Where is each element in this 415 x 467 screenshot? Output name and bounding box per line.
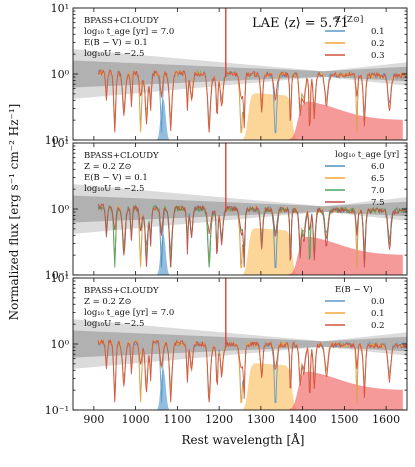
y-tick-label: 10⁻¹ — [45, 134, 69, 147]
annotation-line: log₁₀U = −2.5 — [84, 319, 144, 329]
legend-label-0-1: 0.1 — [371, 309, 385, 319]
legend-label-0-2: 0.2 — [371, 321, 385, 331]
annotation-line: log₁₀ t_age [yr] = 7.0 — [84, 308, 174, 318]
x-tick-label-1100: 1100 — [163, 413, 191, 426]
filter-curve-nb — [157, 368, 169, 410]
x-tick-label-1600: 1600 — [372, 413, 400, 426]
x-axis-label: Rest wavelength [Å] — [182, 432, 305, 447]
spectrum-line-0-2 — [97, 338, 407, 403]
y-tick-label: 10⁻¹ — [45, 269, 69, 282]
legend-title: E(B − V) — [335, 284, 373, 295]
figure-title: LAE ⟨z⟩ = 5.71 — [252, 16, 349, 31]
y-axis-label: Normalized flux [erg s⁻¹ cm⁻² Hz⁻¹] — [7, 104, 21, 321]
annotation-line: log₁₀U = −2.5 — [84, 184, 144, 194]
filter-curve-band-2 — [282, 236, 403, 275]
legend-title: Z [Z⊙] — [335, 15, 363, 25]
y-tick-label: 10⁰ — [51, 68, 70, 81]
x-tick-label-1400: 1400 — [289, 413, 317, 426]
annotation-line: log₁₀U = −2.5 — [84, 49, 144, 59]
legend-label-0-2: 0.2 — [371, 39, 385, 49]
legend-label-7-5: 7.5 — [371, 198, 385, 208]
filter-curve-nb — [157, 98, 169, 140]
annotation-line: log₁₀ t_age [yr] = 7.0 — [84, 27, 174, 37]
legend-label-6-5: 6.5 — [371, 174, 385, 184]
legend-label-0-3: 0.3 — [371, 51, 385, 61]
panel-plot-area — [73, 143, 407, 275]
legend-title: log₁₀ t_age [yr] — [335, 150, 399, 160]
filter-curve-band-1 — [243, 363, 298, 410]
filter-curve-nb — [157, 233, 169, 275]
y-tick-label: 10¹ — [51, 2, 69, 15]
annotation-line: E(B − V) = 0.1 — [84, 172, 148, 183]
y-tick-label: 10⁰ — [51, 338, 70, 351]
filter-curve-band-1 — [243, 228, 298, 275]
y-tick-label: 10¹ — [51, 137, 69, 150]
x-tick-label-1200: 1200 — [205, 413, 233, 426]
uv-slope-band-inner — [73, 330, 407, 358]
annotation-line: BPASS+CLOUDY — [84, 151, 159, 161]
spectrum-line-0-3 — [97, 69, 407, 133]
y-tick-label: 10¹ — [51, 272, 69, 285]
uv-slope-band-inner — [73, 60, 407, 88]
uv-slope-band-inner — [73, 195, 407, 223]
y-tick-label: 10⁰ — [51, 203, 70, 216]
panel-plot-area — [73, 8, 407, 140]
annotation-line: BPASS+CLOUDY — [84, 16, 159, 26]
legend-label-0-1: 0.1 — [371, 27, 385, 37]
x-tick-label-1500: 1500 — [330, 413, 358, 426]
x-tick-label-1000: 1000 — [122, 413, 150, 426]
filter-curve-band-2 — [282, 371, 403, 410]
x-tick-label-1300: 1300 — [247, 413, 275, 426]
legend-label-6-0: 6.0 — [371, 162, 385, 172]
spectrum-line-7-5 — [97, 203, 407, 268]
y-tick-label: 10⁻¹ — [45, 404, 69, 417]
panel-plot-area — [73, 278, 407, 410]
legend-label-7-0: 7.0 — [371, 186, 385, 196]
panel-bottom: 900 1000 1100 1200 1300 1400 1500 1600 10⁻¹ 10⁰ 10… — [45, 272, 408, 426]
filter-curve-band-1 — [243, 93, 298, 140]
annotation-line: E(B − V) = 0.1 — [84, 37, 148, 48]
annotation-line: BPASS+CLOUDY — [84, 286, 159, 296]
legend-label-0-0: 0.0 — [371, 297, 385, 307]
x-tick-label-900: 900 — [83, 413, 104, 426]
annotation-line: Z = 0.2 Z⊙ — [84, 162, 132, 172]
annotation-line: Z = 0.2 Z⊙ — [84, 297, 132, 307]
filter-curve-band-2 — [282, 101, 403, 140]
